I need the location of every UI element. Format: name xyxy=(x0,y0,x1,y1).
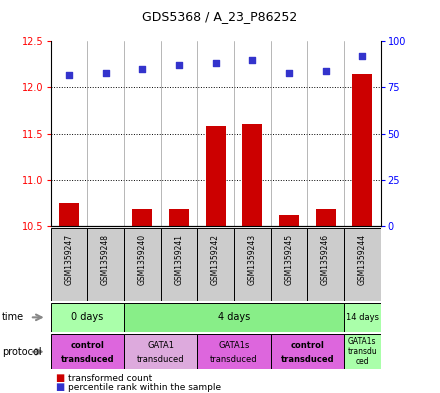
Point xyxy=(249,57,256,63)
Bar xyxy=(271,228,307,301)
Bar xyxy=(352,73,372,226)
Bar xyxy=(124,303,344,332)
Text: ■: ■ xyxy=(55,373,64,383)
Bar xyxy=(344,228,381,301)
Bar xyxy=(132,209,152,226)
Bar xyxy=(234,228,271,301)
Text: GSM1359247: GSM1359247 xyxy=(64,234,73,285)
Text: GDS5368 / A_23_P86252: GDS5368 / A_23_P86252 xyxy=(143,10,297,23)
Text: control: control xyxy=(290,341,324,350)
Text: transdu: transdu xyxy=(348,347,377,356)
Bar xyxy=(124,228,161,301)
Point xyxy=(66,72,73,78)
Text: 0 days: 0 days xyxy=(71,312,103,322)
Text: transduced: transduced xyxy=(60,355,114,364)
Text: control: control xyxy=(70,341,104,350)
Bar xyxy=(87,228,124,301)
Text: GSM1359242: GSM1359242 xyxy=(211,234,220,285)
Bar xyxy=(307,228,344,301)
Bar xyxy=(169,209,189,226)
Bar xyxy=(271,334,344,369)
Text: GSM1359248: GSM1359248 xyxy=(101,234,110,285)
Bar xyxy=(124,334,197,369)
Bar xyxy=(315,209,336,226)
Text: ced: ced xyxy=(356,357,369,366)
Bar xyxy=(344,303,381,332)
Text: 4 days: 4 days xyxy=(218,312,250,322)
Bar xyxy=(344,334,381,369)
Text: 14 days: 14 days xyxy=(346,313,379,322)
Point xyxy=(322,68,329,74)
Text: GSM1359246: GSM1359246 xyxy=(321,234,330,285)
Text: transduced: transduced xyxy=(210,355,258,364)
Text: GATA1s: GATA1s xyxy=(348,337,377,346)
Text: transduced: transduced xyxy=(137,355,184,364)
Text: time: time xyxy=(2,312,24,322)
Bar xyxy=(51,228,87,301)
Text: GATA1s: GATA1s xyxy=(218,341,249,350)
Text: percentile rank within the sample: percentile rank within the sample xyxy=(68,383,221,391)
Point xyxy=(176,62,183,68)
Text: GSM1359245: GSM1359245 xyxy=(284,234,293,285)
Bar xyxy=(197,228,234,301)
Point xyxy=(212,60,219,66)
Text: GSM1359240: GSM1359240 xyxy=(138,234,147,285)
Text: transformed count: transformed count xyxy=(68,374,152,382)
Text: GATA1: GATA1 xyxy=(147,341,174,350)
Text: transduced: transduced xyxy=(280,355,334,364)
Bar xyxy=(205,126,226,226)
Point xyxy=(102,70,109,76)
Point xyxy=(139,66,146,72)
Bar xyxy=(279,215,299,226)
Text: ■: ■ xyxy=(55,382,64,392)
Text: GSM1359243: GSM1359243 xyxy=(248,234,257,285)
Bar xyxy=(51,303,124,332)
Bar xyxy=(161,228,197,301)
Bar xyxy=(197,334,271,369)
Bar xyxy=(59,203,79,226)
Text: protocol: protocol xyxy=(2,347,42,357)
Bar xyxy=(242,125,262,226)
Text: GSM1359244: GSM1359244 xyxy=(358,234,367,285)
Bar xyxy=(51,334,124,369)
Point xyxy=(359,53,366,59)
Point xyxy=(286,70,293,76)
Text: GSM1359241: GSM1359241 xyxy=(174,234,183,285)
